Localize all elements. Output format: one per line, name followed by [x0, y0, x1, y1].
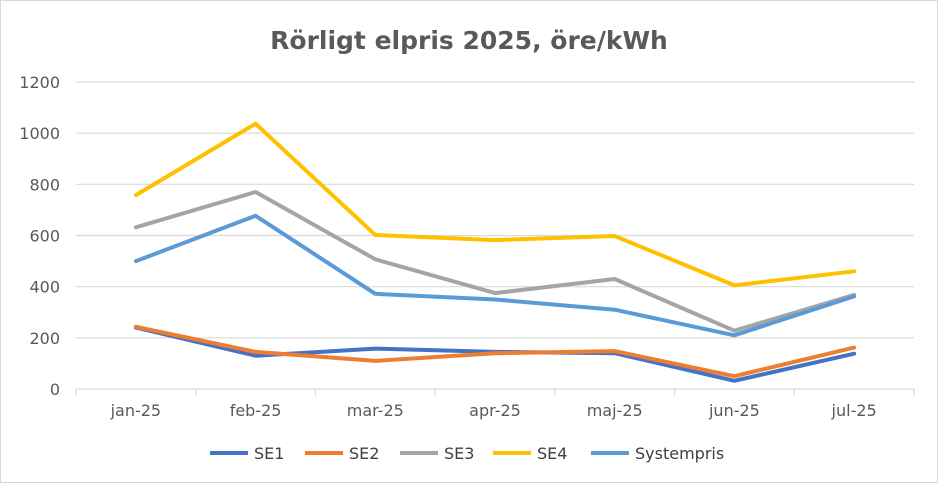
legend-label-se1: SE1: [254, 444, 284, 463]
y-tick-label: 200: [29, 329, 60, 348]
chart-title: Rörligt elpris 2025, öre/kWh: [270, 26, 668, 55]
series-line-systempris: [133, 213, 857, 338]
legend-label-systempris: Systempris: [635, 444, 724, 463]
legend-label-se4: SE4: [537, 444, 567, 463]
x-tick-label: jun-25: [708, 401, 760, 420]
y-tick-label: 600: [29, 227, 60, 246]
legend-label-se2: SE2: [349, 444, 379, 463]
y-tick-label: 400: [29, 278, 60, 297]
y-tick-label: 1200: [19, 73, 60, 92]
x-tick-label: feb-25: [230, 401, 282, 420]
x-tick-label: maj-25: [587, 401, 643, 420]
series-line-se4: [133, 121, 857, 288]
legend-label-se3: SE3: [444, 444, 474, 463]
y-tick-label: 1000: [19, 124, 60, 143]
x-tick-label: jan-25: [110, 401, 162, 420]
x-tick-label: mar-25: [347, 401, 404, 420]
y-tick-label: 0: [50, 380, 60, 399]
y-tick-label: 800: [29, 175, 60, 194]
series-line-se2: [133, 324, 857, 379]
x-tick-label: jul-25: [831, 401, 877, 420]
x-tick-label: apr-25: [469, 401, 521, 420]
series-line-se3: [133, 190, 857, 333]
